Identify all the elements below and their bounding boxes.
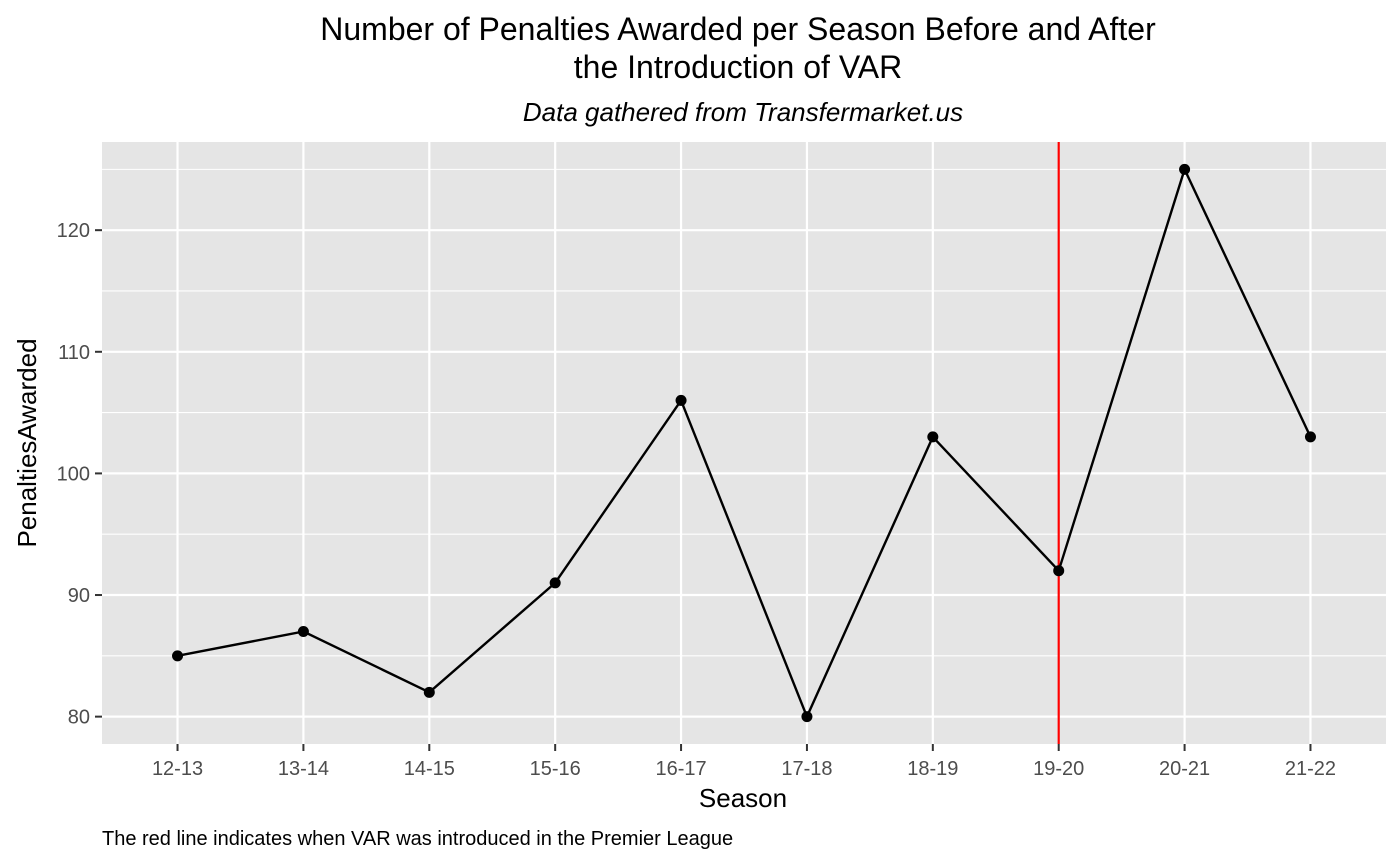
y-tick-label: 110 xyxy=(58,342,90,364)
x-tick-label: 21-22 xyxy=(1285,758,1336,780)
data-point xyxy=(297,626,309,638)
chart-caption: The red line indicates when VAR was intr… xyxy=(102,828,733,850)
data-point xyxy=(549,577,561,589)
plot-panel xyxy=(102,142,1386,744)
data-point xyxy=(801,711,813,723)
minor-gridlines xyxy=(102,168,1386,657)
x-tick-label: 14-15 xyxy=(404,758,455,780)
data-point xyxy=(423,686,435,698)
x-axis-title: Season xyxy=(699,783,787,813)
y-tick-label: 120 xyxy=(57,220,90,242)
series-line xyxy=(177,168,1312,718)
data-point xyxy=(1179,163,1191,175)
major-gridlines xyxy=(102,142,1386,744)
data-point xyxy=(172,650,184,662)
x-axis: 12-13 13-14 14-15 15-16 16-17 17-18 18-19 19-20… xyxy=(152,744,1336,780)
x-tick-label: 17-18 xyxy=(781,758,832,780)
data-point xyxy=(1053,565,1065,577)
y-tick-label: 80 xyxy=(68,707,90,729)
chart-title-line1: Number of Penalties Awarded per Season B… xyxy=(320,11,1156,47)
x-tick-label: 20-21 xyxy=(1159,758,1210,780)
data-point xyxy=(927,431,939,443)
y-axis: 80 90 100 110 120 xyxy=(57,220,102,729)
x-tick-label: 13-14 xyxy=(278,758,329,780)
series-layer xyxy=(172,163,1316,723)
x-tick-label: 19-20 xyxy=(1033,758,1084,780)
x-tick-label: 18-19 xyxy=(907,758,958,780)
y-axis-title: PenaltiesAwarded xyxy=(12,338,42,547)
y-tick-label: 90 xyxy=(68,585,90,607)
chart-subtitle: Data gathered from Transfermarket.us xyxy=(523,97,963,127)
data-point xyxy=(675,394,687,406)
x-tick-label: 12-13 xyxy=(152,758,203,780)
chart-title-line2: the Introduction of VAR xyxy=(574,49,902,85)
x-tick-label: 16-17 xyxy=(655,758,706,780)
y-tick-label: 100 xyxy=(57,463,90,485)
x-tick-label: 15-16 xyxy=(530,758,581,780)
data-point xyxy=(1304,431,1316,443)
